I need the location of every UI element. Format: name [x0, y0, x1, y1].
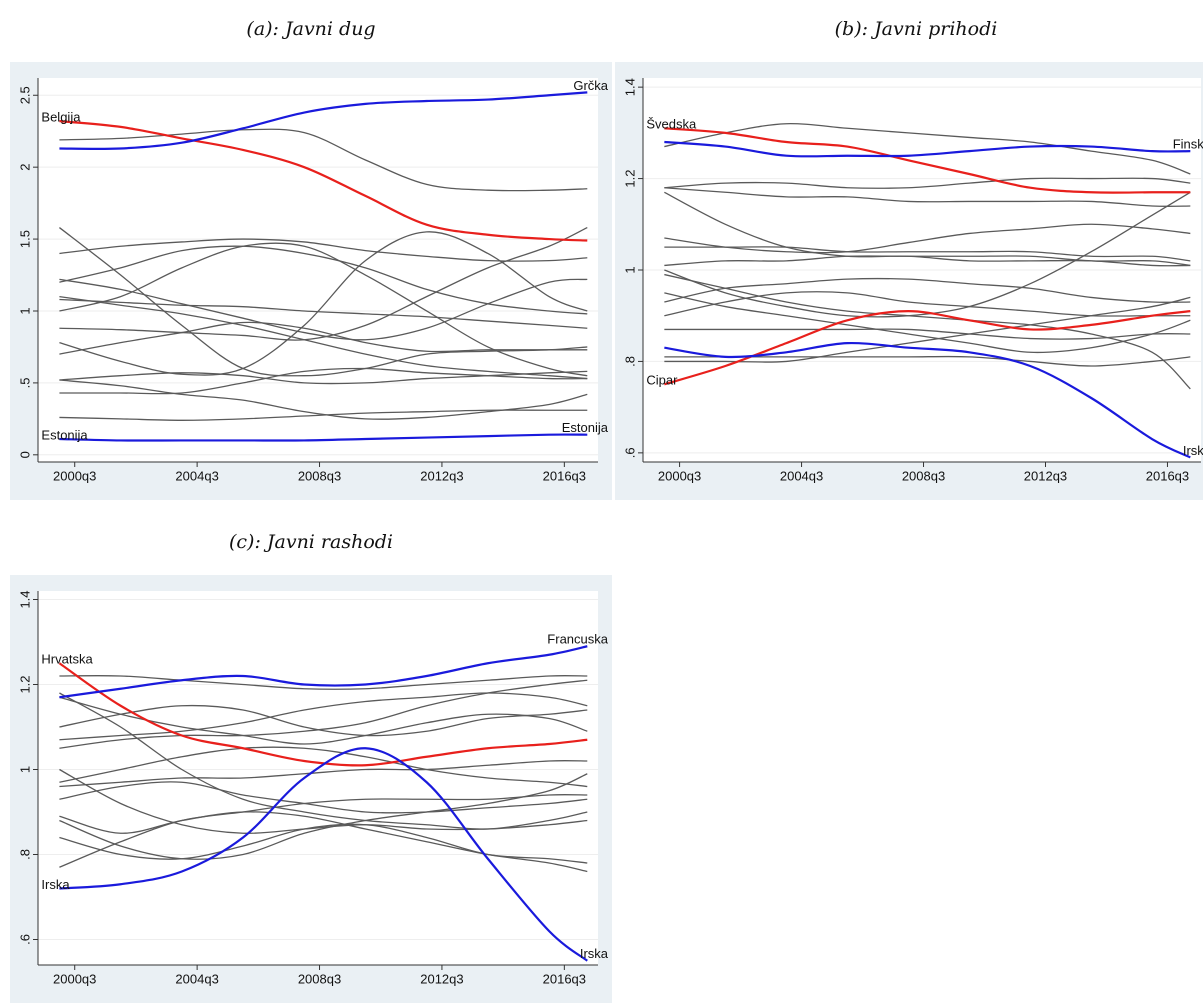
country-line	[59, 321, 588, 355]
highlight-line	[59, 433, 588, 442]
country-line	[664, 291, 1191, 317]
country-line	[59, 768, 588, 834]
plot-area	[38, 591, 598, 965]
x-tick-label: 2012q3	[420, 971, 463, 986]
x-tick-label: 2004q3	[175, 468, 218, 483]
highlight-line	[59, 91, 588, 150]
series-label: Irska	[1183, 443, 1203, 458]
series-label: Estonija	[41, 427, 88, 442]
country-line	[59, 679, 588, 749]
x-tick-label: 2008q3	[298, 971, 341, 986]
country-line	[664, 122, 1191, 175]
series-label: Hrvatska	[41, 652, 93, 667]
panel-title: (c): Javni rashodi	[229, 531, 393, 553]
country-line	[59, 278, 588, 341]
x-tick-label: 2016q3	[1146, 468, 1189, 483]
y-tick-label: 1	[622, 266, 637, 273]
country-line	[59, 692, 588, 830]
country-line	[59, 781, 588, 814]
country-line	[59, 746, 588, 788]
highlight-line	[664, 127, 1191, 194]
series-label: Finska	[1173, 137, 1203, 152]
series-label: Francuska	[547, 632, 608, 647]
x-tick-label: 2012q3	[1024, 468, 1067, 483]
y-tick-label: .8	[17, 849, 32, 860]
x-tick-label: 2000q3	[53, 971, 96, 986]
country-line	[59, 409, 588, 421]
x-tick-label: 2016q3	[543, 468, 586, 483]
country-line	[664, 273, 1191, 390]
x-tick-label: 2016q3	[543, 971, 586, 986]
country-line	[59, 696, 588, 745]
country-line	[59, 238, 588, 262]
series-label: Grčka	[573, 78, 608, 93]
series-label: Švedska	[646, 117, 697, 132]
highlight-line	[59, 120, 588, 242]
country-line	[59, 298, 588, 329]
x-tick-label: 2000q3	[658, 468, 701, 483]
y-tick-label: 2.5	[17, 86, 32, 104]
country-line	[59, 231, 588, 376]
country-line	[59, 367, 588, 395]
series-label: Irska	[580, 946, 609, 961]
y-tick-label: 1.5	[17, 230, 32, 248]
country-line	[59, 760, 588, 788]
country-line	[664, 223, 1191, 254]
country-line	[664, 187, 1191, 207]
highlight-line	[59, 645, 588, 699]
country-line	[59, 379, 588, 420]
y-tick-label: 1.2	[17, 675, 32, 693]
series-label: Estonija	[562, 420, 609, 435]
country-line	[59, 704, 588, 737]
x-tick-label: 2004q3	[780, 468, 823, 483]
country-line	[664, 328, 1191, 340]
country-line	[59, 794, 588, 868]
y-tick-label: 1.4	[622, 78, 637, 96]
panel-title: (a): Javni dug	[246, 18, 375, 40]
series-label: Belgija	[41, 110, 81, 125]
x-tick-label: 2004q3	[175, 971, 218, 986]
x-tick-label: 2012q3	[420, 468, 463, 483]
y-tick-label: 1.4	[17, 590, 32, 608]
plot-area	[38, 78, 598, 462]
highlight-line	[664, 140, 1191, 158]
country-line	[59, 692, 588, 741]
y-tick-label: .6	[622, 447, 637, 458]
y-tick-label: 1	[17, 307, 32, 314]
country-line	[664, 292, 1191, 354]
country-line	[664, 177, 1191, 189]
country-line	[664, 191, 1191, 267]
country-line	[664, 246, 1191, 262]
country-line	[664, 277, 1191, 303]
y-tick-label: 0	[17, 451, 32, 458]
y-tick-label: .5	[17, 377, 32, 388]
x-tick-label: 2008q3	[298, 468, 341, 483]
y-tick-label: 1.2	[622, 170, 637, 188]
country-line	[59, 811, 588, 873]
y-tick-label: .8	[622, 356, 637, 367]
x-tick-label: 2000q3	[53, 468, 96, 483]
country-line	[664, 255, 1191, 267]
panel-title: (b): Javni prihodi	[835, 18, 998, 40]
series-label: Irska	[41, 877, 70, 892]
country-line	[59, 226, 588, 341]
highlight-line	[59, 747, 588, 962]
country-line	[59, 242, 588, 377]
country-line	[664, 355, 1191, 367]
x-tick-label: 2008q3	[902, 468, 945, 483]
y-tick-label: 2	[17, 164, 32, 171]
y-tick-label: .6	[17, 934, 32, 945]
country-line	[59, 823, 588, 864]
highlight-line	[58, 662, 588, 767]
country-line	[59, 675, 588, 690]
y-tick-label: 1	[17, 766, 32, 773]
country-line	[664, 191, 1191, 318]
highlight-line	[664, 341, 1191, 459]
country-line	[59, 128, 588, 192]
series-label: Cipar	[646, 373, 678, 388]
country-line	[59, 295, 588, 380]
